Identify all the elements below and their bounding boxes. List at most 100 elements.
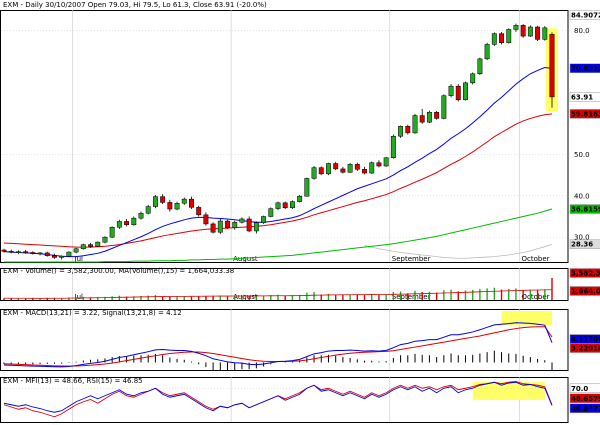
candle [362,169,367,174]
candle [181,198,187,204]
candle [15,251,21,253]
candle [66,251,72,257]
candle [383,157,389,167]
candle [30,252,36,254]
candle [477,58,483,74]
candle [88,244,93,247]
candle [23,251,29,253]
candle [167,202,173,210]
candle [448,85,454,96]
month-label-2: September [392,255,431,263]
candle [152,196,158,207]
price-badge-2-label: 63.91 [571,93,593,101]
candle [261,216,267,223]
candle [203,214,209,225]
ma-mid-line [3,113,553,248]
candle [282,202,288,209]
mfi-rsi-panel-frame [0,377,569,423]
month-label-1: August [233,293,258,301]
candle [398,126,404,137]
candle [80,244,86,250]
candle [390,135,396,158]
candle [455,85,461,101]
candle [210,223,216,233]
candle [116,221,122,228]
price-badge-0 [569,10,600,20]
ma-short-line [3,67,553,258]
candle [297,195,303,202]
price-tick-2: 50.0 [574,151,590,159]
candle [376,162,382,167]
volume-panel-frame [0,268,569,301]
volume-ma-line [3,289,553,299]
candle [499,33,504,43]
candle [434,111,440,119]
mfi-rsi-panel-title: EXM - MFI(13) = 48.66, RSI(15) = 46.85 [3,377,143,385]
candle [354,164,360,170]
candle [369,162,375,174]
mfi-highlight [472,382,545,400]
candle [232,222,238,228]
candle [109,226,115,238]
candle [189,198,194,208]
candle [326,163,331,175]
candle [44,252,50,257]
candle [340,168,346,173]
price-badge-3 [569,109,600,119]
candle [311,167,317,179]
candle [246,218,252,232]
candle [441,95,447,119]
month-label-0: Jul [74,293,84,301]
candle [1,249,7,252]
price-panel: 30.0 40.0 50.0 80.0 Jul August September Octobe… [0,10,600,263]
candle [506,29,512,43]
price-badge-0-label: 84.9072 [571,12,600,20]
candle [535,26,541,40]
price-badge-5 [569,239,600,249]
mfi-badge-1 [569,393,600,403]
candle [470,73,476,84]
volume-badge-1-label: 1,664,033 [571,288,600,296]
candle [405,126,411,134]
candle [124,221,130,226]
mfi-rsi-panel: 70.0 48.6579 46.8477 [0,377,600,423]
candle [275,202,281,209]
mfi-badge-0 [569,383,600,393]
candle [347,164,353,173]
candle [131,217,137,226]
candle [174,202,180,210]
month-label-0: Jul [74,255,84,263]
candle [419,115,425,123]
price-badge-1-label: 70.8312 [571,65,600,73]
candle [52,255,57,258]
mfi-badge-2 [569,403,600,413]
macd-highlight [501,311,552,325]
volume-panel-title: EXM - Volume() = 3,582,300.00, MA(Volume… [3,267,234,275]
candle [102,236,108,243]
ma-long-line [4,208,553,263]
candle [73,248,79,253]
volume-badge-0-label: 3,582,300 [571,270,600,278]
candle [225,220,230,228]
rsi-line [3,381,553,413]
volume-badge-1 [569,286,600,296]
price-badge-4-label: 36.8159 [571,206,600,214]
candle [37,252,43,255]
candle [289,201,295,209]
candle [542,27,548,40]
candle [268,208,274,217]
mfi-badge-1-label: 48.6579 [571,395,600,403]
candle [318,167,324,175]
candle [491,33,497,45]
candle [239,218,245,223]
candle [304,178,310,197]
candle [95,241,101,247]
macd-badge-0-label: 4.11706 [571,336,600,344]
price-tick-0: 30.0 [574,234,590,242]
candle [333,163,339,170]
macd-badge-1-label: 3.22016 [571,345,600,353]
candle [145,206,151,214]
ma-xlong-line [364,243,553,259]
